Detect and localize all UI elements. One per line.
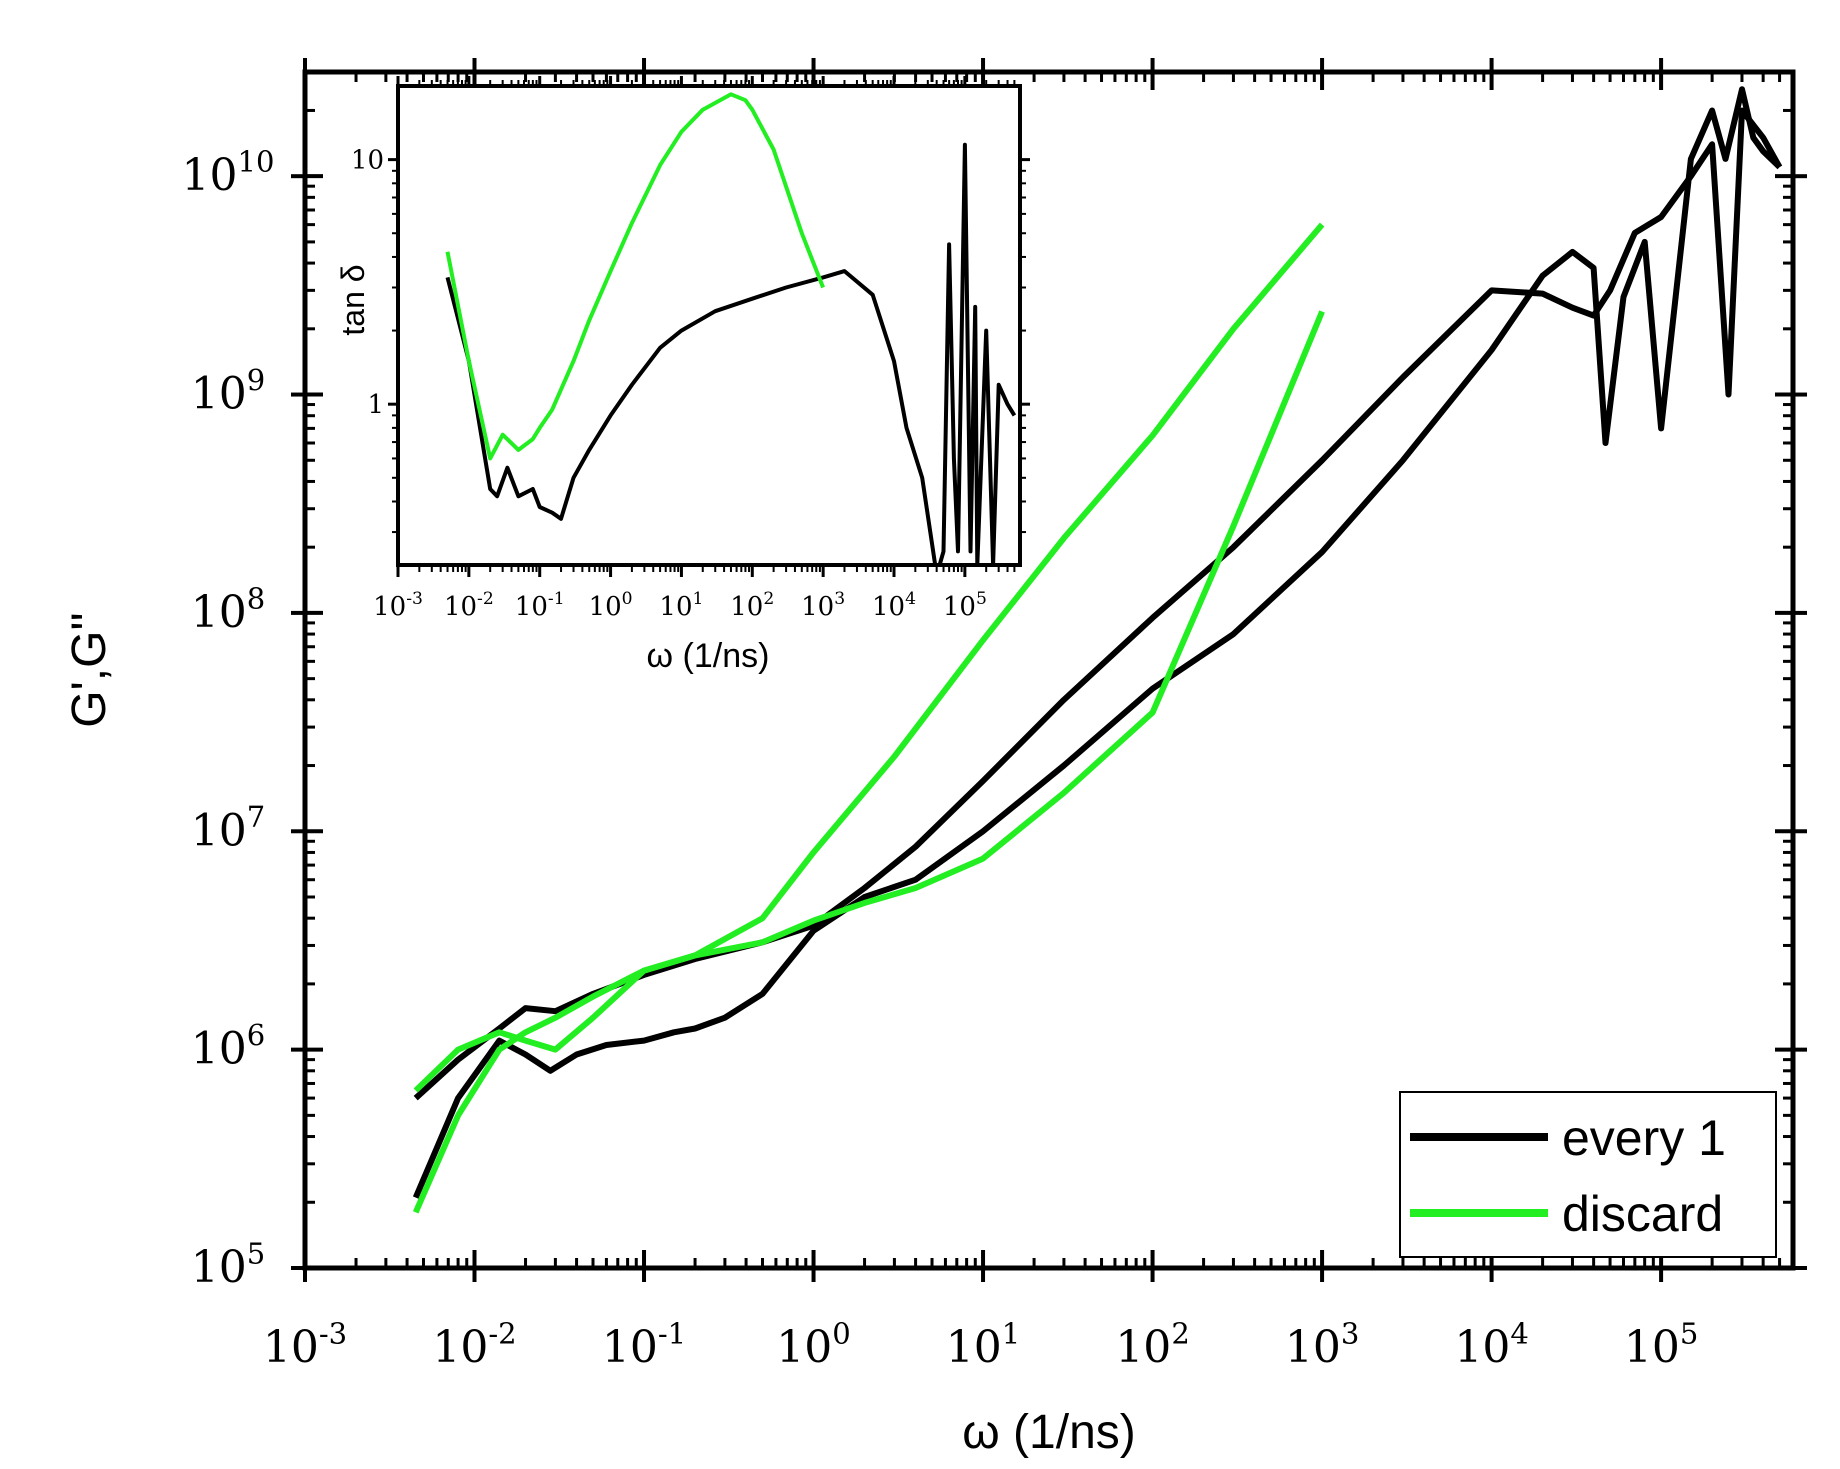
- main-x-tick-label: 104: [1454, 1317, 1528, 1373]
- inset-x-tick-label: 105: [943, 589, 987, 622]
- main-y-tick-label: 109: [191, 363, 265, 419]
- inset-series: [445, 92, 1017, 565]
- main-series: [412, 86, 1783, 1214]
- inset-background: [398, 86, 1020, 565]
- main-tick-labels: 10-3 10-2 10-1 100 101 102 103 104 1051051061071…: [182, 145, 1699, 1373]
- main-x-tick-label: 101: [946, 1317, 1020, 1373]
- main-y-tick-label: 107: [191, 800, 265, 856]
- inset-plot-frame: [396, 84, 1022, 567]
- legend-box: [1399, 1091, 1777, 1258]
- inset-x-tick-label: 10-3: [373, 589, 423, 622]
- main-plot-frame: [302, 69, 1796, 1271]
- inset-x-tick-label: 104: [872, 589, 916, 622]
- inset-x-tick-label: 10-2: [444, 589, 494, 622]
- legend-label-discard: discard: [1562, 1186, 1723, 1242]
- main-series-line-0: [412, 86, 1782, 1199]
- inset-x-tick-label: 101: [659, 589, 703, 622]
- main-y-tick-label: 1010: [182, 145, 275, 201]
- inset-y-tick-label: 10: [351, 146, 384, 176]
- main-y-tick-label: 108: [191, 581, 265, 637]
- inset-x-axis-label: ω (1/ns): [647, 637, 770, 675]
- inset-ticks: [388, 76, 1030, 577]
- main-ticks: [291, 58, 1807, 1282]
- inset-series-line-0: [445, 142, 1017, 565]
- main-y-tick-label: 106: [191, 1018, 265, 1074]
- main-x-tick-label: 103: [1285, 1317, 1359, 1373]
- main-x-tick-label: 105: [1624, 1317, 1698, 1373]
- main-x-tick-label: 10-1: [602, 1317, 686, 1373]
- inset-tick-labels: 10-3 10-2 10-1 100 101 102 103 104 105 1 10: [351, 146, 987, 622]
- inset-series-line-1: [445, 92, 825, 461]
- main-x-tick-label: 10-3: [263, 1317, 347, 1373]
- inset-y-tick-label: 1: [367, 390, 384, 420]
- inset-y-axis-label: tan δ: [335, 264, 371, 335]
- inset-x-tick-label: 103: [801, 589, 845, 622]
- legend: every 1 discard: [1399, 1091, 1777, 1258]
- main-y-axis-label: G',G'': [63, 612, 116, 728]
- main-y-tick-label: 105: [191, 1237, 265, 1293]
- main-series-line-3: [413, 222, 1325, 1093]
- main-x-axis-label: ω (1/ns): [962, 1406, 1136, 1459]
- inset-x-tick-label: 100: [589, 589, 633, 622]
- main-x-tick-label: 10-2: [432, 1317, 516, 1373]
- legend-label-every-1: every 1: [1562, 1110, 1726, 1166]
- main-x-tick-label: 100: [776, 1317, 850, 1373]
- inset-x-tick-label: 102: [730, 589, 774, 622]
- main-x-tick-label: 102: [1115, 1317, 1189, 1373]
- inset-x-tick-label: 10-1: [515, 589, 565, 622]
